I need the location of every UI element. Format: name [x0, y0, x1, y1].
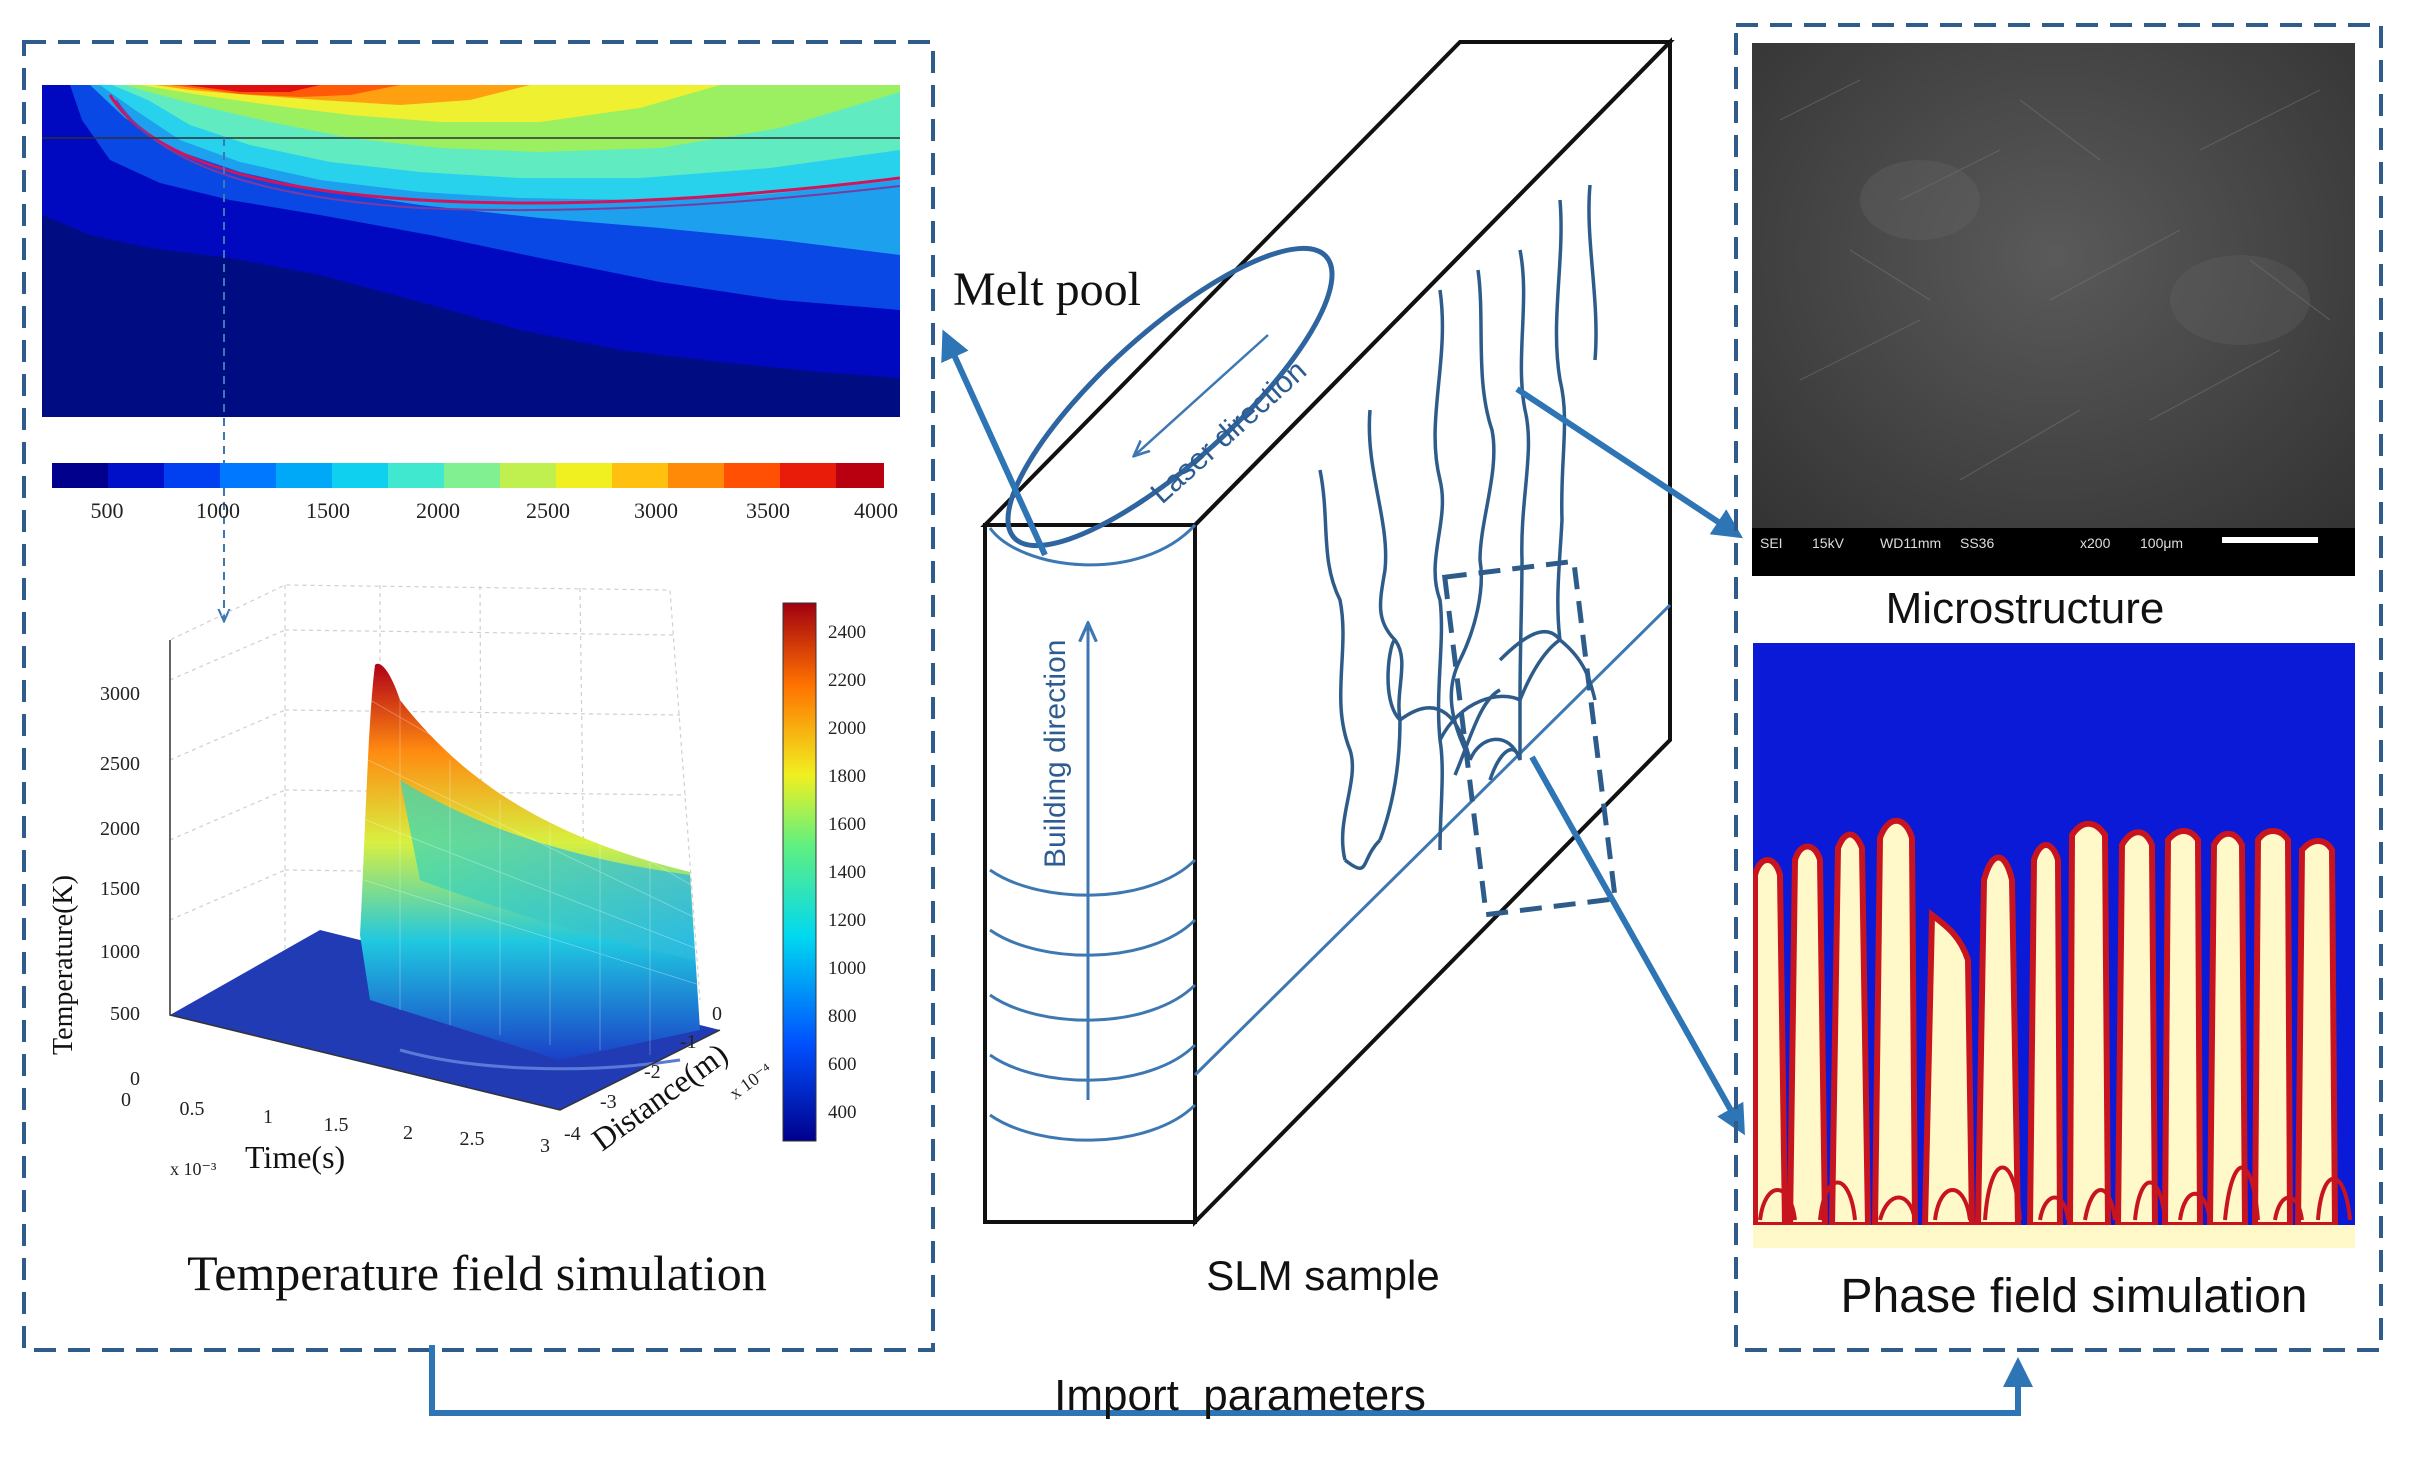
arrow-to-melt-pool: [941, 329, 1048, 557]
right-panel: SEI 15kV WD11mm SS36 x200 100μm Microstr…: [1734, 23, 2383, 1352]
cbar-tick: 2000: [416, 498, 460, 523]
x-multiplier: x 10⁻³: [170, 1159, 217, 1179]
sem-footer-field: 15kV: [1812, 535, 1845, 551]
phase-field-caption: Phase field simulation: [1841, 1270, 2308, 1323]
z-tick: 0: [130, 1068, 140, 1090]
x-tick: 0.5: [180, 1098, 205, 1120]
sem-scale-bar: [2222, 537, 2318, 543]
right-dashed-frame: [1734, 23, 2383, 1352]
sem-footer-field: WD11mm: [1880, 535, 1941, 551]
horizontal-colorbar: [52, 463, 884, 488]
arrow-to-microstructure: [1515, 386, 1744, 539]
x-tick: 2.5: [460, 1128, 485, 1150]
x-tick: 2: [403, 1122, 413, 1144]
y-multiplier: x 10⁻⁴: [726, 1059, 776, 1103]
y-tick: -4: [564, 1123, 581, 1145]
columnar-grains: [1318, 184, 1598, 870]
z-tick: 1500: [100, 878, 140, 900]
arrow-to-phase-field: [1529, 755, 1745, 1136]
sem-micrograph: [1752, 43, 2355, 576]
z-tick: 500: [110, 1003, 140, 1025]
sem-info-bar: [1752, 528, 2355, 576]
melt-pool-label: Melt pool: [953, 263, 1141, 316]
y-tick: 0: [712, 1003, 722, 1025]
vcbar-tick: 2400: [828, 622, 866, 643]
cbar-tick: 500: [91, 498, 124, 523]
zoom-dashed-box: [1441, 558, 1619, 918]
temperature-contour-plot: [42, 85, 900, 417]
import-parameters-label: Import parameters: [1054, 1371, 1426, 1420]
cbar-tick: 2500: [526, 498, 570, 523]
sem-footer-field: 100μm: [2140, 535, 2183, 551]
vcbar-tick: 1000: [828, 958, 866, 979]
vcbar-tick: 400: [828, 1102, 857, 1123]
cbar-tick: 3000: [634, 498, 678, 523]
vcbar-tick: 2000: [828, 718, 866, 739]
cbar-tick: 1000: [196, 498, 240, 523]
x-tick: 0: [121, 1089, 131, 1111]
melt-pool-tracks: [988, 523, 1672, 1142]
cbar-tick: 4000: [854, 498, 898, 523]
z-tick: 2500: [100, 753, 140, 775]
x-tick: 3: [540, 1135, 550, 1157]
vcbar-tick: 1600: [828, 814, 866, 835]
laser-direction-arrow: [1135, 334, 1269, 455]
left-dashed-frame: [22, 40, 935, 1352]
vcbar-tick: 1200: [828, 910, 866, 931]
sem-footer-field: SS36: [1960, 535, 1994, 551]
slm-sample-block: [980, 37, 1675, 1227]
vcbar-tick: 1800: [828, 766, 866, 787]
x-axis-label: Time(s): [245, 1139, 345, 1175]
phase-field-image: [1753, 643, 2355, 1248]
slm-sample-caption: SLM sample: [1206, 1252, 1439, 1299]
y-tick: -1: [680, 1031, 697, 1053]
temperature-3d-surface-plot: [169, 584, 721, 1111]
sem-footer-field: SEI: [1760, 535, 1783, 551]
cbar-tick: 3500: [746, 498, 790, 523]
vertical-colorbar: [782, 602, 817, 1142]
z-tick: 2000: [100, 818, 140, 840]
z-tick: 3000: [100, 683, 140, 705]
x-tick: 1: [263, 1106, 273, 1128]
cbar-tick: 1500: [306, 498, 350, 523]
vcbar-tick: 2200: [828, 670, 866, 691]
vcbar-tick: 600: [828, 1054, 857, 1075]
temperature-caption: Temperature field simulation: [187, 1245, 767, 1301]
vcbar-tick: 800: [828, 1006, 857, 1027]
y-tick: -2: [644, 1061, 661, 1083]
temperature-field-panel: 500 1000 1500 2000 2500 3000 3500 4000: [22, 40, 935, 1352]
vcbar-tick: 1400: [828, 862, 866, 883]
building-direction-label: Building direction: [1039, 640, 1072, 868]
y-tick: -3: [600, 1091, 617, 1113]
sem-footer-field: x200: [2080, 535, 2111, 551]
import-parameters-connector: [429, 1345, 2033, 1416]
x-tick: 1.5: [324, 1114, 349, 1136]
z-axis-label: Temperature(K): [48, 875, 79, 1055]
microstructure-caption: Microstructure: [1886, 584, 2165, 633]
melt-pool-ellipse: [1005, 245, 1335, 549]
z-tick: 1000: [100, 941, 140, 963]
